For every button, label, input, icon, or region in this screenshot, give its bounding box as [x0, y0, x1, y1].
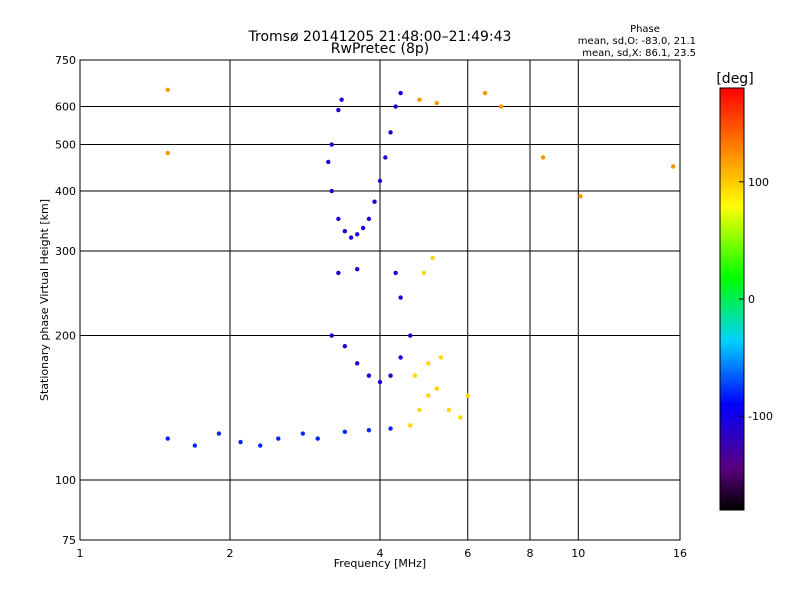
y-tick-label: 200: [55, 330, 76, 343]
data-point: [430, 255, 435, 261]
data-point: [388, 426, 393, 431]
x-tick-label: 1: [77, 547, 84, 560]
data-point: [216, 431, 222, 436]
data-point: [434, 386, 439, 391]
y-tick-label: 600: [55, 101, 76, 114]
data-point: [398, 90, 403, 96]
grid-lines: [80, 60, 680, 540]
x-axis-label: Frequency [MHz]: [334, 557, 426, 570]
data-point: [388, 130, 393, 135]
data-point: [398, 355, 403, 360]
data-point: [426, 361, 431, 366]
data-point: [482, 90, 488, 96]
y-tick-label: 500: [55, 139, 76, 152]
data-point: [165, 87, 170, 93]
data-point: [417, 407, 422, 413]
y-tick-label: 75: [62, 534, 76, 547]
data-point: [417, 97, 422, 102]
y-tick-label: 750: [55, 54, 76, 67]
data-point: [377, 379, 383, 385]
data-point: [336, 216, 341, 222]
data-point: [258, 443, 263, 448]
data-point: [329, 142, 334, 147]
data-point: [354, 361, 360, 366]
y-tick-label: 100: [55, 474, 76, 487]
plot-area: 1 2 4 6 8 10 16 75 100 200 300 400 500 600 750: [55, 54, 687, 560]
data-point: [540, 155, 546, 160]
chart-title: Tromsø 20141205 21:48:00–21:49:43: [248, 29, 512, 45]
data-point: [326, 159, 331, 165]
data-point: [383, 155, 388, 160]
y-tick-label: 300: [55, 245, 76, 258]
data-point: [238, 439, 243, 445]
colorbar-ticks: 100 0 -100: [739, 176, 773, 423]
data-point: [372, 199, 377, 204]
colorbar-tick-label: 0: [748, 293, 755, 306]
data-point: [366, 216, 372, 222]
data-point: [336, 107, 341, 113]
data-point: [421, 270, 427, 276]
x-tick-labels: 1 2 4 6 8 10 16: [77, 547, 688, 560]
stats-heading: Phase: [630, 24, 660, 35]
x-tick-label: 6: [464, 547, 471, 560]
data-point: [192, 443, 198, 448]
data-point: [342, 429, 348, 435]
chart-subtitle: RwPretec (8p): [331, 41, 429, 57]
data-point: [336, 270, 341, 276]
data-point: [366, 373, 372, 378]
data-point: [408, 423, 413, 428]
data-point: [342, 344, 348, 349]
x-tick-label: 2: [227, 547, 234, 560]
data-point: [354, 266, 360, 272]
data-point: [446, 407, 452, 413]
data-point: [393, 104, 398, 109]
data-point: [438, 355, 444, 360]
data-point: [578, 194, 583, 199]
x-tick-label: 8: [527, 547, 534, 560]
y-tick-label: 400: [55, 185, 76, 198]
data-point: [398, 295, 403, 300]
colorbar-tick-label: 100: [748, 176, 769, 189]
data-point: [339, 97, 344, 102]
y-tick-labels: 75 100 200 300 400 500 600 750: [55, 54, 76, 547]
data-point: [434, 100, 439, 106]
colorbar-tick-label: -100: [748, 410, 773, 423]
data-point: [366, 428, 372, 433]
stats-o-mode: mean, sd,O: -83.0, 21.1: [578, 36, 696, 47]
data-point: [670, 164, 676, 169]
x-tick-label: 10: [571, 547, 585, 560]
data-point: [426, 393, 431, 398]
colorbar-label: [deg]: [716, 71, 753, 87]
data-point: [329, 333, 334, 338]
data-point: [329, 188, 334, 194]
x-tick-label: 16: [673, 547, 687, 560]
data-point: [315, 436, 320, 441]
y-axis-label: Stationary phase Virtual Height [km]: [38, 199, 51, 401]
data-point: [360, 225, 366, 231]
colorbar-gradient: [719, 87, 745, 511]
stats-x-mode: mean, sd,X: 86.1, 23.5: [582, 48, 696, 59]
data-point: [377, 178, 383, 184]
data-point: [412, 373, 418, 378]
colorbar: [deg] 100 0 -100: [716, 71, 773, 511]
data-point: [498, 104, 504, 109]
data-point: [354, 232, 360, 237]
data-point: [465, 393, 470, 398]
data-point: [276, 436, 281, 441]
data-point: [393, 270, 398, 276]
data-point: [300, 431, 306, 436]
data-point: [342, 228, 348, 234]
data-point: [348, 235, 354, 240]
data-points: [165, 87, 676, 448]
x-tick-label: 4: [377, 547, 384, 560]
data-point: [408, 333, 413, 338]
data-point: [458, 415, 463, 420]
data-point: [165, 150, 170, 156]
data-point: [165, 436, 170, 441]
data-point: [388, 373, 393, 378]
